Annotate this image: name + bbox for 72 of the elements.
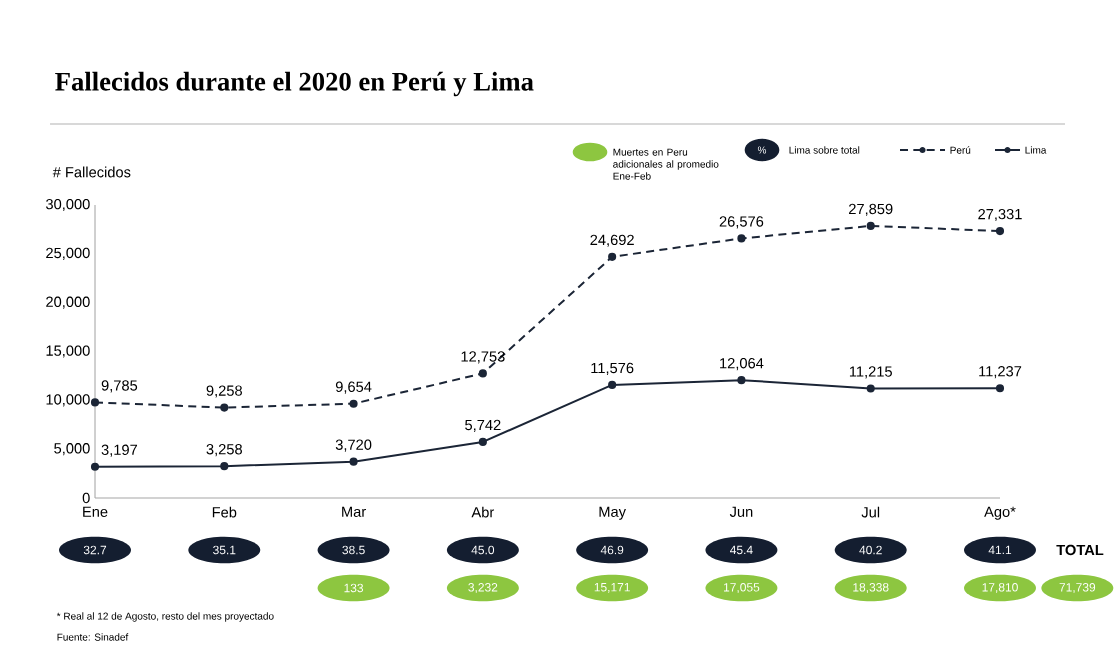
- text: 41.1: [988, 545, 1012, 555]
- text: 15,171: [594, 583, 630, 593]
- x-tick-label: Jul: [861, 506, 880, 518]
- y-tick-label: 0: [82, 492, 90, 504]
- text: 46.9: [600, 545, 624, 555]
- x-tick-label: Abr: [471, 506, 495, 518]
- point: [866, 221, 875, 230]
- source-note: Fuente: Sinadef: [57, 633, 129, 641]
- text: 32.7: [83, 545, 107, 555]
- point: [995, 384, 1005, 393]
- y-tick-label: 5,000: [54, 443, 90, 456]
- text: 35.1: [213, 545, 236, 555]
- text: 38.5: [342, 545, 365, 555]
- data-label: 5,742: [465, 419, 501, 432]
- y-tick-label: 25,000: [46, 247, 90, 260]
- point: [608, 380, 617, 389]
- point: [220, 462, 229, 471]
- data-label: 12,064: [720, 358, 764, 371]
- y-tick-label: 20,000: [46, 296, 90, 309]
- data-label: 27,859: [849, 203, 893, 216]
- data-label: 24,692: [590, 234, 634, 247]
- point: [478, 369, 487, 378]
- data-label: 11,237: [979, 366, 1022, 379]
- chart-title: Fallecidos durante el 2020 en Perú y Lima: [55, 71, 534, 97]
- point: [995, 226, 1005, 236]
- point: [90, 462, 100, 471]
- text: 17,810: [982, 583, 1018, 593]
- legend-label: Lima: [1025, 146, 1047, 154]
- y-tick-label: 15,000: [46, 345, 90, 358]
- text: 45.4: [730, 545, 753, 555]
- data-label: 11,215: [849, 366, 892, 379]
- point: [866, 384, 875, 393]
- text: 40.2: [859, 545, 882, 555]
- text: 17,055: [724, 583, 760, 593]
- text: %: [757, 146, 767, 154]
- text: TOTAL: [1056, 544, 1104, 556]
- text: 3,232: [468, 583, 498, 593]
- text: * Real al 12 de Agosto, resto del mes proyectado: [56, 612, 274, 622]
- data-label: 12,753: [461, 351, 505, 364]
- text: 133: [344, 583, 364, 593]
- text: 18,338: [853, 583, 889, 593]
- y-tick-label: 10,000: [46, 394, 90, 407]
- data-label: 3,720: [335, 439, 372, 452]
- text: 45.0: [471, 545, 495, 555]
- x-tick-label: Mar: [342, 506, 366, 517]
- point: [608, 252, 617, 261]
- text: Muertes en Peru adicionales al promedio Ene-Feb: [613, 148, 719, 180]
- x-tick-label: Jun: [729, 506, 753, 517]
- point: [737, 376, 746, 385]
- y-axis-title: # Fallecidos: [52, 166, 131, 178]
- x-tick-label: May: [599, 506, 626, 520]
- point: [220, 403, 229, 412]
- data-label: 27,331: [978, 208, 1022, 222]
- data-label: 3,197: [101, 444, 138, 457]
- y-tick-label: 30,000: [46, 198, 90, 212]
- point: [349, 457, 358, 466]
- point: [349, 399, 358, 408]
- x-tick-label: Ago*: [984, 506, 1016, 520]
- x-tick-label: Feb: [212, 506, 237, 518]
- legend-label: Perú: [950, 146, 971, 154]
- data-label: 9,785: [101, 380, 138, 393]
- data-label: 9,258: [206, 385, 242, 398]
- point: [737, 234, 746, 243]
- data-label: 26,576: [719, 216, 764, 229]
- data-label: 9,654: [335, 381, 372, 394]
- text: 71,739: [1059, 583, 1096, 593]
- point: [90, 398, 100, 407]
- data-label: 11,576: [591, 362, 634, 375]
- data-label: 3,258: [206, 444, 242, 457]
- x-tick-label: Ene: [83, 506, 108, 517]
- point: [478, 437, 487, 446]
- text: Lima sobre total: [789, 146, 860, 154]
